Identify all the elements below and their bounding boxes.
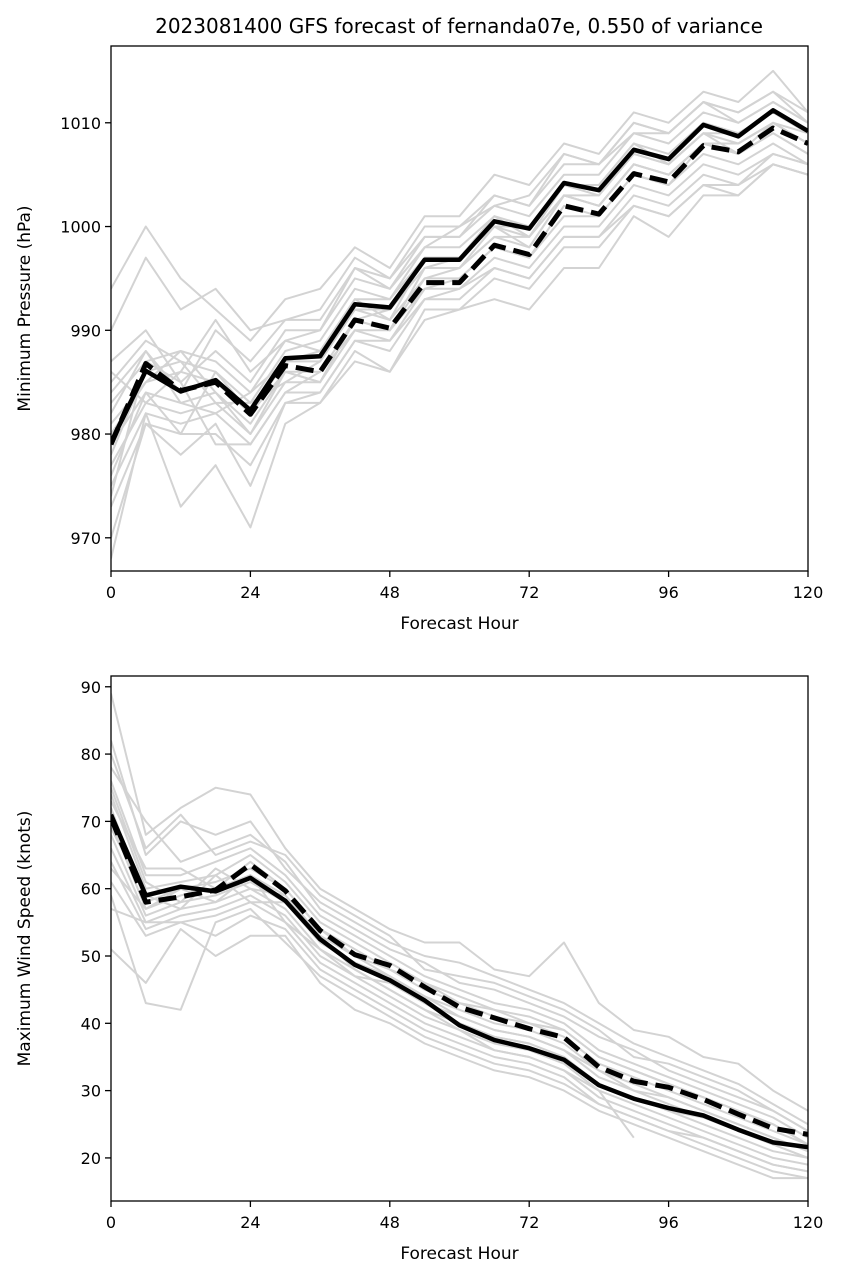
wind-ensemble-line-2 (111, 740, 808, 1126)
pressure-axes-frame (110, 45, 809, 572)
wind-x-tick-label: 72 (519, 1213, 539, 1232)
pressure-y-tick-label: 990 (70, 321, 101, 340)
wind-plot-area (111, 693, 808, 1180)
wind-ensemble-line-7 (111, 821, 808, 1153)
pressure-ensemble-line-7 (111, 142, 808, 445)
wind-x-axis-label: Forecast Hour (400, 1244, 518, 1264)
pressure-x-tick-label: 0 (106, 583, 116, 602)
wind-ensemble-line-17 (111, 827, 808, 1153)
wind-ensemble-line-16 (111, 800, 808, 1146)
wind-x-tick-label: 48 (380, 1213, 400, 1232)
wind-dashed-line (111, 817, 808, 1137)
pressure-x-axis-label: Forecast Hour (400, 614, 518, 634)
pressure-plot-area (111, 69, 808, 559)
wind-y-tick-label: 60 (81, 880, 101, 899)
pressure-ensemble-line-19 (111, 132, 808, 497)
chart-title: 2023081400 GFS forecast of fernanda07e, … (155, 14, 763, 38)
pressure-panel: 0 24 48 72 96 120 970 980 990 1000 1010 Forecast Ho… (15, 45, 824, 634)
pressure-ensemble-line-11 (111, 152, 808, 539)
pressure-x-tick-label: 96 (658, 583, 678, 602)
wind-ensemble-line-4 (111, 780, 808, 1139)
wind-y-tick-label: 70 (81, 812, 101, 831)
pressure-y-axis-label: Minimum Pressure (hPa) (15, 205, 35, 411)
wind-ensemble-line-13 (111, 928, 808, 1180)
wind-y-tick-label: 40 (81, 1014, 101, 1033)
wind-y-tick-label: 30 (81, 1082, 101, 1101)
pressure-solid-line (111, 108, 808, 444)
wind-y-axis-label: Maximum Wind Speed (knots) (15, 811, 35, 1067)
pressure-x-tick-label: 120 (793, 583, 824, 602)
pressure-x-tick-label: 48 (380, 583, 400, 602)
wind-ensemble-line-11 (111, 881, 808, 1173)
wind-x-tick-label: 0 (106, 1213, 116, 1232)
pressure-y-tick-label: 1000 (60, 218, 101, 237)
wind-y-tick-label: 90 (81, 678, 101, 697)
wind-y-tick-label: 80 (81, 745, 101, 764)
pressure-y-tick-label: 980 (70, 425, 101, 444)
pressure-ensemble-line-14 (111, 101, 808, 404)
wind-y-tick-label: 20 (81, 1149, 101, 1168)
wind-panel: 0 24 48 72 96 120 20 30 40 50 60 70 80 90 Forecast Hou… (15, 675, 824, 1264)
wind-ensemble-line-15 (111, 753, 808, 1132)
pressure-ensemble-line-9 (111, 163, 808, 487)
wind-ensemble-line-1 (111, 693, 808, 1112)
wind-y-tick-label: 50 (81, 947, 101, 966)
wind-ensemble-line-10 (111, 861, 808, 1166)
pressure-ensemble-line-1 (111, 69, 808, 342)
pressure-ensemble-line-17 (111, 111, 808, 415)
wind-solid-line (111, 813, 808, 1150)
pressure-x-tick-label: 24 (240, 583, 260, 602)
wind-x-tick-label: 96 (658, 1213, 678, 1232)
wind-x-tick-label: 120 (793, 1213, 824, 1232)
wind-x-tick-label: 24 (240, 1213, 260, 1232)
pressure-y-tick-label: 970 (70, 529, 101, 548)
wind-ensemble-line-3 (111, 766, 808, 1132)
pressure-ensemble-line-13 (111, 90, 808, 394)
pressure-ensemble-line-12 (111, 163, 808, 559)
wind-ensemble-line-5 (111, 794, 808, 1146)
wind-ensemble-line-19 (111, 787, 635, 1139)
wind-ensemble-line-12 (111, 907, 808, 1180)
pressure-y-tick-label: 1010 (60, 114, 101, 133)
pressure-ensemble-line-18 (111, 121, 808, 476)
wind-axes-frame (110, 675, 809, 1202)
wind-ensemble-line-14 (111, 895, 808, 1173)
pressure-x-tick-label: 72 (519, 583, 539, 602)
